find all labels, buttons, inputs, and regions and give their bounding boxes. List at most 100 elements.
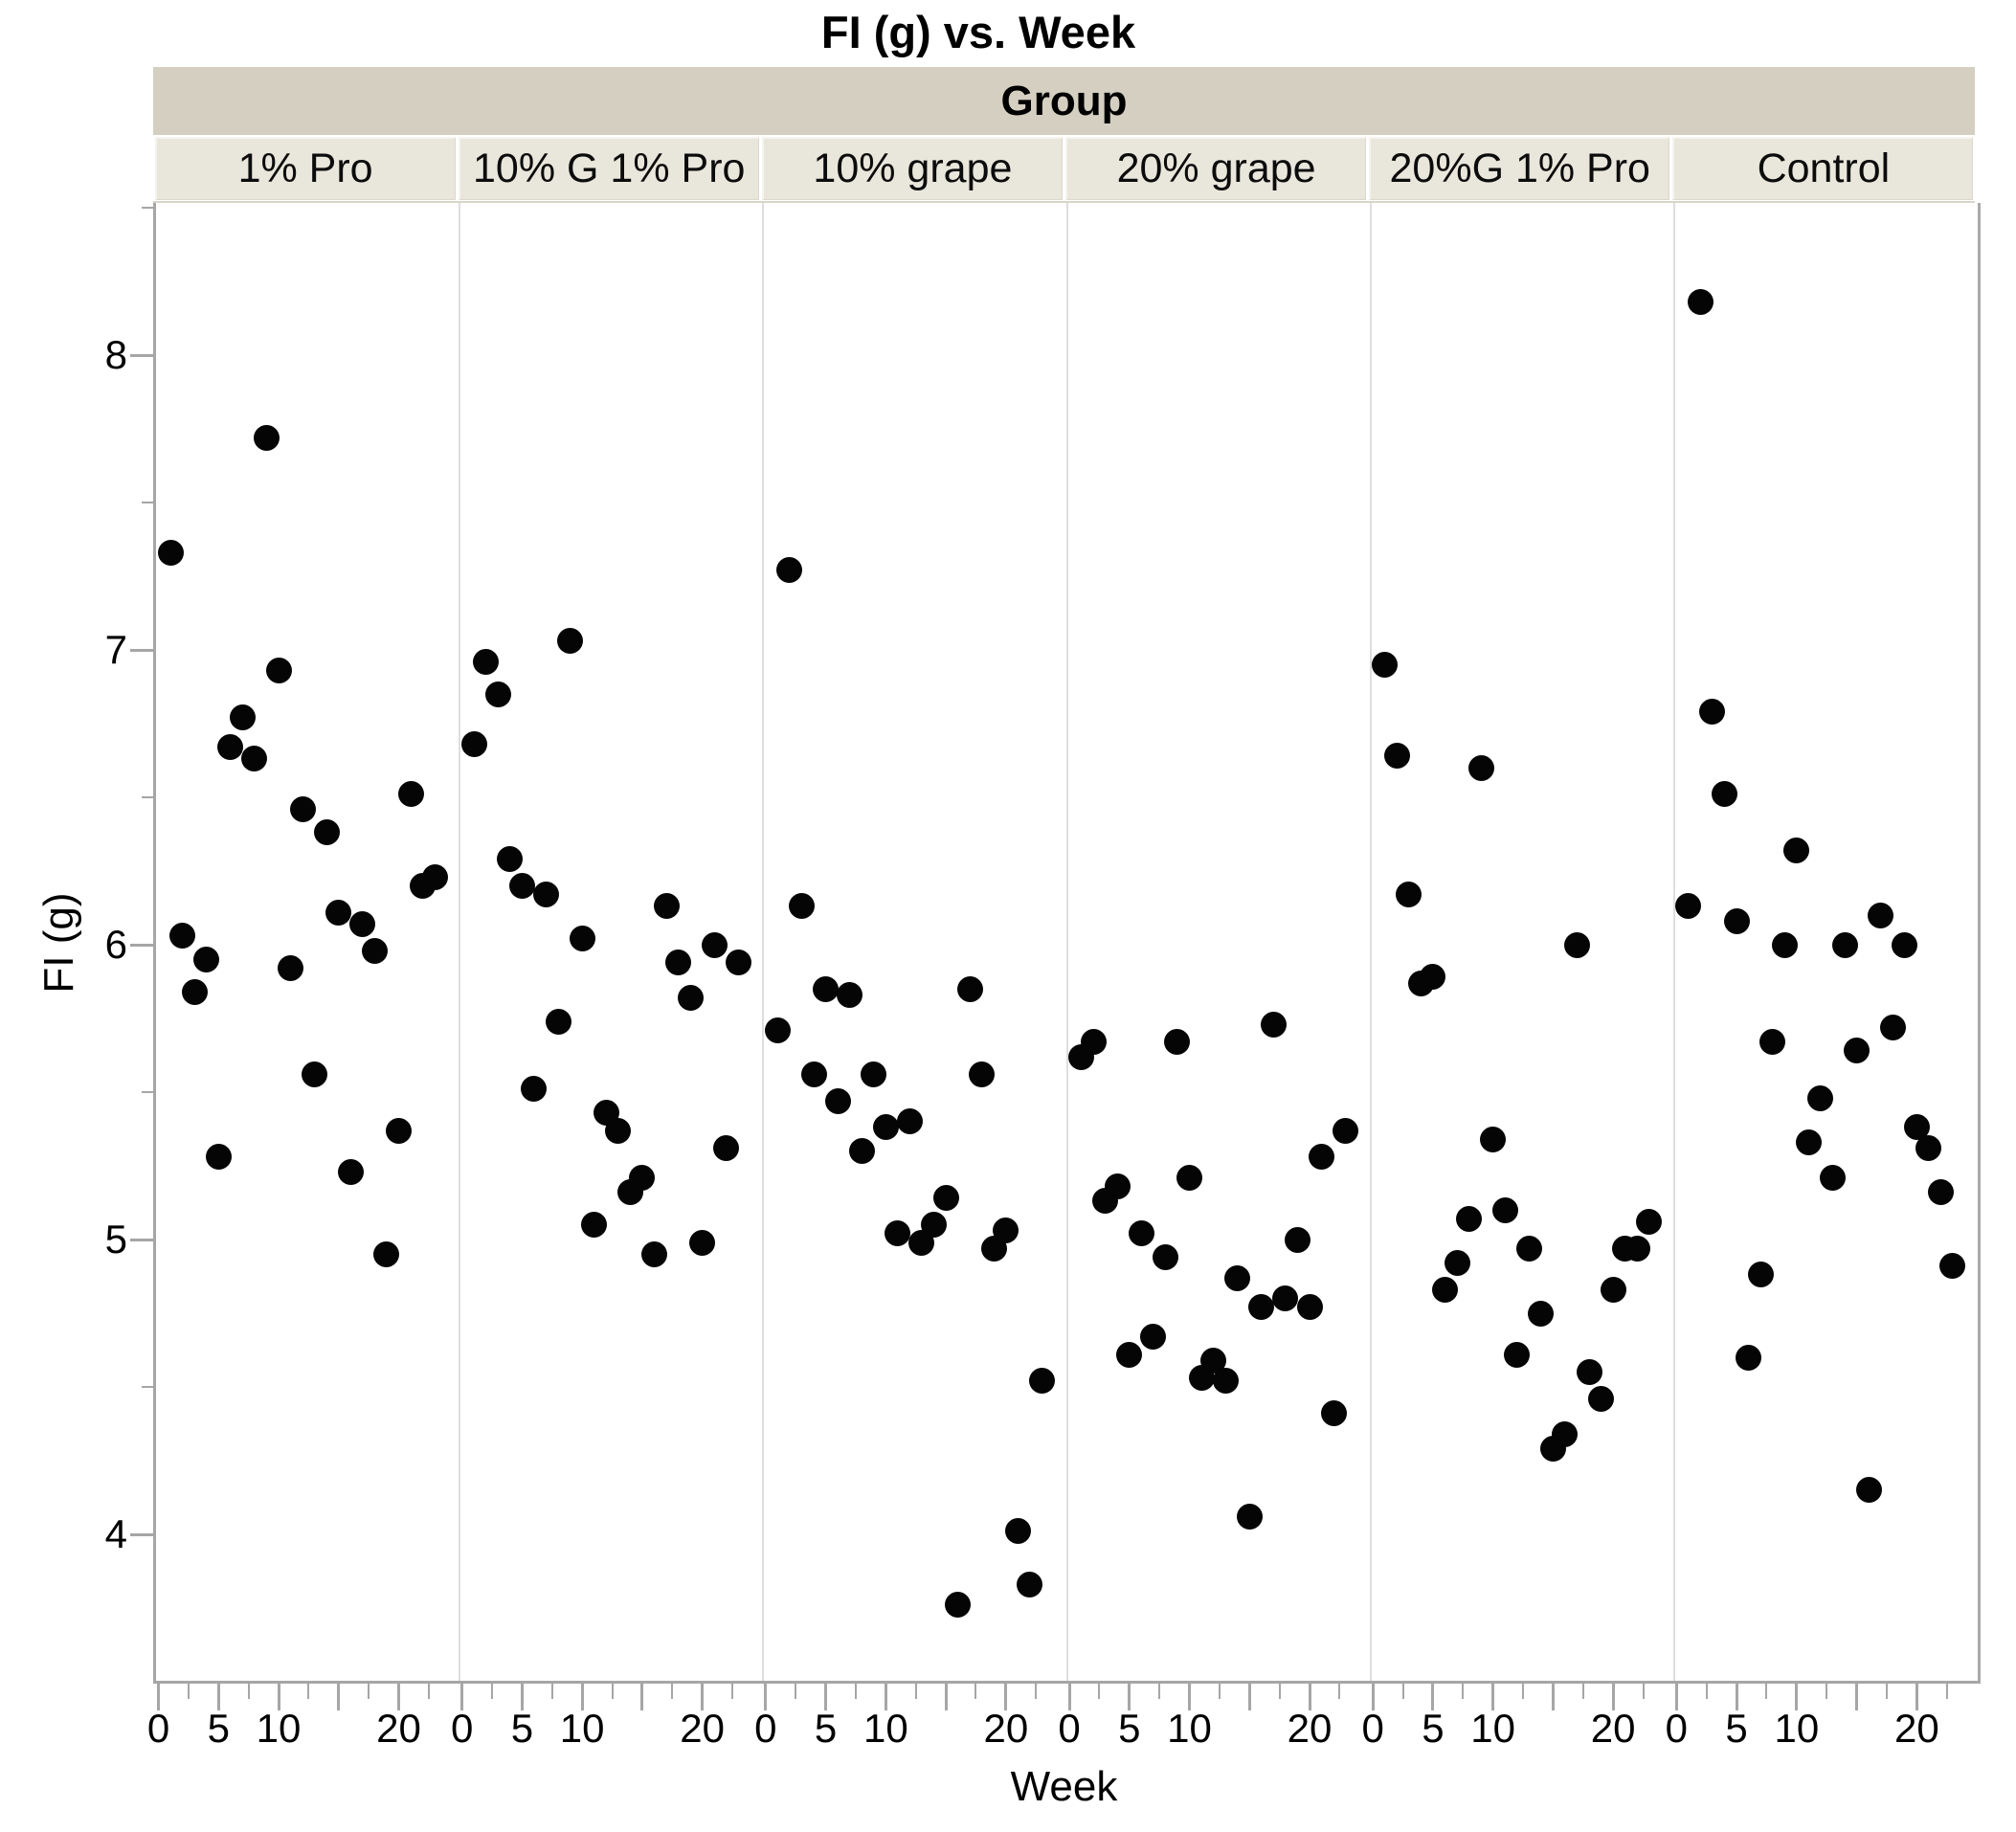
data-point[interactable] xyxy=(885,1220,911,1247)
data-point[interactable] xyxy=(605,1117,632,1144)
data-point[interactable] xyxy=(1528,1300,1555,1327)
data-point[interactable] xyxy=(397,781,424,808)
data-point[interactable] xyxy=(1224,1264,1251,1291)
data-point[interactable] xyxy=(713,1135,740,1162)
data-point[interactable] xyxy=(1456,1205,1483,1232)
data-point[interactable] xyxy=(1939,1253,1966,1280)
data-point[interactable] xyxy=(1892,931,1918,958)
data-point[interactable] xyxy=(993,1218,1019,1244)
data-point[interactable] xyxy=(386,1117,412,1144)
data-point[interactable] xyxy=(1152,1243,1178,1270)
data-point[interactable] xyxy=(217,734,244,761)
data-point[interactable] xyxy=(1116,1341,1143,1368)
data-point[interactable] xyxy=(1504,1341,1531,1368)
data-point[interactable] xyxy=(1248,1294,1275,1321)
data-point[interactable] xyxy=(325,899,352,926)
data-point[interactable] xyxy=(157,539,184,566)
data-point[interactable] xyxy=(508,872,535,899)
data-point[interactable] xyxy=(1491,1196,1518,1223)
data-point[interactable] xyxy=(484,681,511,707)
data-point[interactable] xyxy=(701,931,728,958)
data-point[interactable] xyxy=(956,975,983,1002)
data-point[interactable] xyxy=(764,1017,791,1043)
data-point[interactable] xyxy=(776,557,803,584)
data-point[interactable] xyxy=(473,648,500,675)
data-point[interactable] xyxy=(1736,1344,1762,1371)
data-point[interactable] xyxy=(1687,289,1714,316)
data-point[interactable] xyxy=(1855,1477,1882,1504)
data-point[interactable] xyxy=(1675,893,1702,920)
data-point[interactable] xyxy=(1795,1128,1822,1155)
data-point[interactable] xyxy=(1140,1324,1167,1351)
data-point[interactable] xyxy=(1164,1029,1191,1056)
data-point[interactable] xyxy=(460,731,487,758)
data-point[interactable] xyxy=(373,1240,400,1267)
data-point[interactable] xyxy=(1819,1164,1846,1191)
data-point[interactable] xyxy=(1831,931,1858,958)
data-point[interactable] xyxy=(1383,743,1410,770)
data-point[interactable] xyxy=(1284,1226,1310,1253)
data-point[interactable] xyxy=(1080,1029,1107,1056)
data-point[interactable] xyxy=(1576,1359,1602,1386)
data-point[interactable] xyxy=(1017,1571,1043,1597)
data-point[interactable] xyxy=(569,926,595,952)
data-point[interactable] xyxy=(872,1114,899,1141)
data-point[interactable] xyxy=(665,949,692,975)
data-point[interactable] xyxy=(932,1185,959,1212)
data-point[interactable] xyxy=(1333,1117,1359,1144)
data-point[interactable] xyxy=(1807,1084,1834,1111)
data-point[interactable] xyxy=(1260,1011,1287,1038)
data-point[interactable] xyxy=(1467,754,1494,781)
data-point[interactable] xyxy=(1868,902,1894,928)
data-point[interactable] xyxy=(640,1240,667,1267)
data-point[interactable] xyxy=(1444,1250,1470,1277)
data-point[interactable] xyxy=(1272,1285,1299,1312)
data-point[interactable] xyxy=(278,955,304,982)
data-point[interactable] xyxy=(337,1158,364,1185)
data-point[interactable] xyxy=(265,658,292,684)
data-point[interactable] xyxy=(1309,1144,1335,1171)
data-point[interactable] xyxy=(361,937,388,964)
data-point[interactable] xyxy=(1723,907,1750,934)
data-point[interactable] xyxy=(229,704,256,731)
data-point[interactable] xyxy=(349,910,376,937)
data-point[interactable] xyxy=(1600,1276,1626,1303)
data-point[interactable] xyxy=(1783,837,1810,863)
data-point[interactable] xyxy=(969,1061,996,1088)
data-point[interactable] xyxy=(1028,1368,1055,1395)
data-point[interactable] xyxy=(1480,1126,1507,1152)
data-point[interactable] xyxy=(253,424,280,451)
data-point[interactable] xyxy=(800,1061,827,1088)
data-point[interactable] xyxy=(193,946,220,972)
data-point[interactable] xyxy=(205,1144,232,1171)
data-point[interactable] xyxy=(1552,1420,1579,1447)
data-point[interactable] xyxy=(289,795,316,822)
data-point[interactable] xyxy=(1296,1294,1323,1321)
data-point[interactable] xyxy=(557,628,584,655)
data-point[interactable] xyxy=(813,975,840,1002)
data-point[interactable] xyxy=(1712,781,1738,808)
data-point[interactable] xyxy=(1747,1262,1774,1288)
data-point[interactable] xyxy=(169,923,196,950)
data-point[interactable] xyxy=(181,978,208,1005)
data-point[interactable] xyxy=(861,1061,887,1088)
data-point[interactable] xyxy=(1588,1385,1615,1412)
data-point[interactable] xyxy=(521,1076,548,1103)
data-point[interactable] xyxy=(1624,1235,1650,1262)
data-point[interactable] xyxy=(788,893,815,920)
data-point[interactable] xyxy=(824,1087,851,1114)
data-point[interactable] xyxy=(848,1138,875,1165)
data-point[interactable] xyxy=(241,746,268,772)
data-point[interactable] xyxy=(725,949,751,975)
data-point[interactable] xyxy=(896,1108,923,1135)
data-point[interactable] xyxy=(1320,1400,1347,1427)
data-point[interactable] xyxy=(1927,1179,1954,1206)
data-point[interactable] xyxy=(533,882,560,908)
data-point[interactable] xyxy=(1636,1209,1663,1236)
data-point[interactable] xyxy=(497,846,524,873)
data-point[interactable] xyxy=(581,1212,608,1239)
data-point[interactable] xyxy=(1879,1014,1906,1040)
data-point[interactable] xyxy=(1431,1276,1458,1303)
data-point[interactable] xyxy=(837,981,863,1008)
data-point[interactable] xyxy=(1372,651,1399,678)
